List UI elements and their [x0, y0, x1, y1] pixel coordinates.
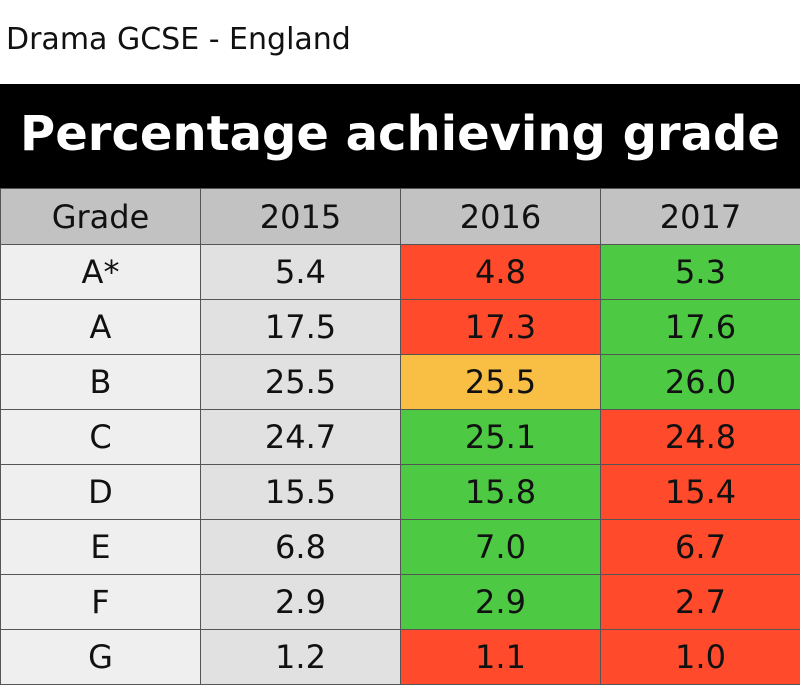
- table-row: A 17.5 17.3 17.6: [0, 299, 800, 355]
- grade-label-cell: G: [0, 629, 201, 685]
- table-row: G 1.2 1.1 1.0: [0, 629, 800, 685]
- header-grade: Grade: [0, 188, 201, 245]
- value-cell: 24.8: [600, 409, 800, 465]
- header-year-2015: 2015: [200, 188, 401, 245]
- value-cell: 6.8: [200, 519, 401, 575]
- grade-label-cell: D: [0, 464, 201, 520]
- grade-label-cell: F: [0, 574, 201, 630]
- grade-label-cell: B: [0, 354, 201, 410]
- value-cell: 15.5: [200, 464, 401, 520]
- value-cell: 5.3: [600, 244, 800, 300]
- value-cell: 1.2: [200, 629, 401, 685]
- table-row: B 25.5 25.5 26.0: [0, 354, 800, 410]
- table-row: A* 5.4 4.8 5.3: [0, 244, 800, 300]
- value-cell: 2.9: [200, 574, 401, 630]
- value-cell: 1.0: [600, 629, 800, 685]
- value-cell: 26.0: [600, 354, 800, 410]
- table-row: C 24.7 25.1 24.8: [0, 409, 800, 465]
- value-cell: 5.4: [200, 244, 401, 300]
- subject-title: Drama GCSE - England: [6, 22, 351, 57]
- value-cell: 2.9: [400, 574, 601, 630]
- table-body: A* 5.4 4.8 5.3 A 17.5 17.3 17.6 B 25.5 25.5 26.0 C 24…: [0, 244, 800, 685]
- value-cell: 17.5: [200, 299, 401, 355]
- table-row: D 15.5 15.8 15.4: [0, 464, 800, 520]
- grade-label-cell: A*: [0, 244, 201, 300]
- value-cell: 17.6: [600, 299, 800, 355]
- table-row: F 2.9 2.9 2.7: [0, 574, 800, 630]
- value-cell: 25.1: [400, 409, 601, 465]
- value-cell: 1.1: [400, 629, 601, 685]
- grade-label-cell: E: [0, 519, 201, 575]
- grade-label-cell: A: [0, 299, 201, 355]
- table-row: E 6.8 7.0 6.7: [0, 519, 800, 575]
- value-cell: 6.7: [600, 519, 800, 575]
- header-year-2017: 2017: [600, 188, 800, 245]
- grade-label-cell: C: [0, 409, 201, 465]
- header-year-2016: 2016: [400, 188, 601, 245]
- grade-percentage-table: Grade 2015 2016 2017 A* 5.4 4.8 5.3 A 17.5 17.…: [0, 188, 800, 685]
- value-cell: 2.7: [600, 574, 800, 630]
- value-cell: 4.8: [400, 244, 601, 300]
- grade-table-container: Percentage achieving grade Grade 2015 20…: [0, 84, 800, 696]
- value-cell: 15.4: [600, 464, 800, 520]
- value-cell: 24.7: [200, 409, 401, 465]
- value-cell: 25.5: [200, 354, 401, 410]
- value-cell: 15.8: [400, 464, 601, 520]
- table-header-row: Grade 2015 2016 2017: [0, 188, 800, 245]
- value-cell: 25.5: [400, 354, 601, 410]
- value-cell: 7.0: [400, 519, 601, 575]
- value-cell: 17.3: [400, 299, 601, 355]
- table-title-banner: Percentage achieving grade: [0, 84, 800, 188]
